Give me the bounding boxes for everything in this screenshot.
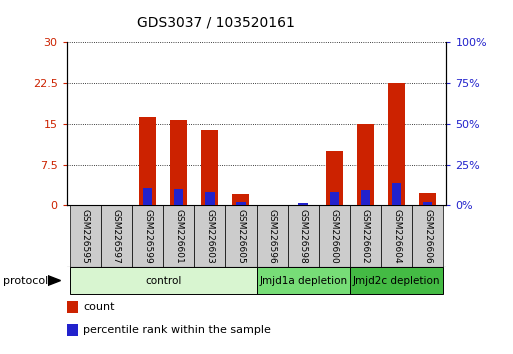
Bar [423,202,432,205]
Text: GSM226596: GSM226596 [268,209,277,264]
Bar [299,203,308,205]
Bar [139,117,156,205]
Bar [70,205,101,267]
Text: control: control [145,275,181,286]
Bar [329,192,339,205]
Text: Jmjd2c depletion: Jmjd2c depletion [353,275,440,286]
Bar [174,189,184,205]
Bar [319,205,350,267]
Polygon shape [48,275,61,285]
Bar [256,267,350,294]
Text: GSM226598: GSM226598 [299,209,308,264]
Bar [143,188,152,205]
Bar [256,205,288,267]
Bar [412,205,443,267]
Text: GSM226604: GSM226604 [392,209,401,264]
Text: GSM226601: GSM226601 [174,209,183,264]
Text: GDS3037 / 103520161: GDS3037 / 103520161 [136,16,294,30]
Bar [170,120,187,205]
Text: GSM226600: GSM226600 [330,209,339,264]
Bar [101,205,132,267]
Bar [201,130,219,205]
Bar [132,205,163,267]
Bar [326,151,343,205]
Text: GSM226595: GSM226595 [81,209,90,264]
Bar [419,193,436,205]
Bar [236,202,246,205]
Bar [288,205,319,267]
Bar [350,205,381,267]
Bar [225,205,256,267]
Bar [163,205,194,267]
Text: protocol: protocol [3,275,48,286]
Bar [205,192,214,205]
Bar [350,267,443,294]
Text: count: count [83,302,114,312]
Bar [388,83,405,205]
Bar [381,205,412,267]
Bar [392,183,401,205]
Text: GSM226602: GSM226602 [361,209,370,264]
Text: GSM226599: GSM226599 [143,209,152,264]
Text: GSM226605: GSM226605 [236,209,245,264]
Text: percentile rank within the sample: percentile rank within the sample [83,325,271,335]
Text: GSM226603: GSM226603 [205,209,214,264]
Text: GSM226597: GSM226597 [112,209,121,264]
Bar [70,267,256,294]
Bar [361,190,370,205]
Text: Jmjd1a depletion: Jmjd1a depletion [259,275,347,286]
Bar [357,124,374,205]
Bar [232,194,249,205]
Text: GSM226606: GSM226606 [423,209,432,264]
Bar [194,205,225,267]
